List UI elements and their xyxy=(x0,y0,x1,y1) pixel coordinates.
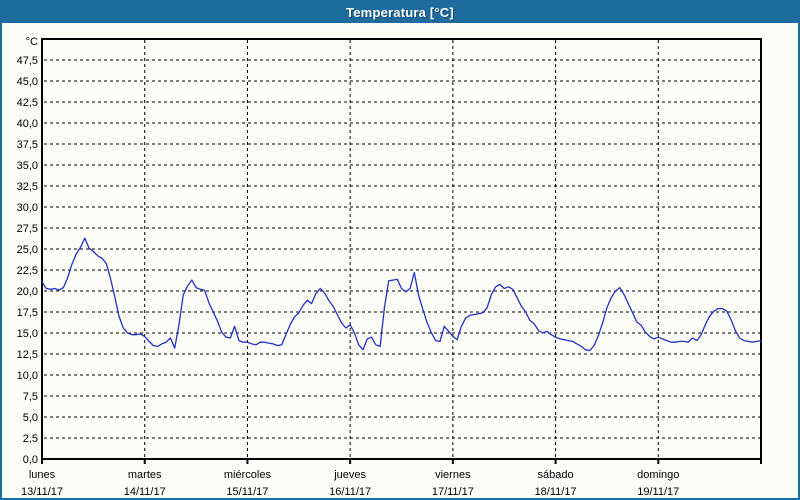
day-date-label: 13/11/17 xyxy=(21,486,63,498)
svg-text:15,0: 15,0 xyxy=(17,328,38,340)
gridlines xyxy=(44,40,760,458)
window-title-bar: Temperatura [°C] xyxy=(2,2,798,23)
plot-frame xyxy=(41,38,762,460)
svg-text:35,0: 35,0 xyxy=(17,160,38,172)
day-date-label: 16/11/17 xyxy=(329,486,371,498)
svg-text:17,5: 17,5 xyxy=(17,307,38,319)
day-name-label: lunes xyxy=(29,469,56,481)
svg-text:12,5: 12,5 xyxy=(17,349,38,361)
chart-area: 0,0 2,5 5,0 7,5 10,0 12,5 15,0 17,5 20,0 22,5 25,0… xyxy=(2,23,798,498)
svg-text:30,0: 30,0 xyxy=(17,202,38,214)
day-date-label: 19/11/17 xyxy=(637,486,679,498)
day-date-label: 17/11/17 xyxy=(432,486,474,498)
svg-text:7,5: 7,5 xyxy=(23,391,38,403)
day-name-label: miércoles xyxy=(224,469,272,481)
svg-text:10,0: 10,0 xyxy=(17,370,38,382)
x-axis-labels: lunes 13/11/17 martes 14/11/17 miércoles 15/1… xyxy=(21,469,679,498)
svg-text:22,5: 22,5 xyxy=(17,265,38,277)
day-name-label: viernes xyxy=(435,469,471,481)
svg-text:40,0: 40,0 xyxy=(17,118,38,130)
day-name-label: sábado xyxy=(538,469,574,481)
svg-text:45,0: 45,0 xyxy=(17,76,38,88)
svg-text:0,0: 0,0 xyxy=(23,454,38,466)
day-name-label: jueves xyxy=(333,469,366,481)
svg-text:5,0: 5,0 xyxy=(23,412,38,424)
x-axis-ticks xyxy=(41,459,762,464)
svg-text:25,0: 25,0 xyxy=(17,244,38,256)
day-date-label: 18/11/17 xyxy=(535,486,577,498)
day-date-label: 14/11/17 xyxy=(124,486,166,498)
svg-text:37,5: 37,5 xyxy=(17,139,38,151)
temperature-chart: 0,0 2,5 5,0 7,5 10,0 12,5 15,0 17,5 20,0 22,5 25,0… xyxy=(17,36,762,498)
day-name-label: martes xyxy=(128,469,162,481)
y-axis-labels: 0,0 2,5 5,0 7,5 10,0 12,5 15,0 17,5 20,0 22,5 25,0… xyxy=(17,36,38,466)
svg-text:27,5: 27,5 xyxy=(17,223,38,235)
y-axis-unit-label: °C xyxy=(26,36,38,48)
day-name-label: domingo xyxy=(637,469,679,481)
svg-text:20,0: 20,0 xyxy=(17,286,38,298)
svg-text:42,5: 42,5 xyxy=(17,97,38,109)
temperature-line xyxy=(41,237,762,352)
svg-text:32,5: 32,5 xyxy=(17,181,38,193)
svg-text:47,5: 47,5 xyxy=(17,55,38,67)
day-date-label: 15/11/17 xyxy=(226,486,268,498)
svg-text:2,5: 2,5 xyxy=(23,433,38,445)
window-title: Temperatura [°C] xyxy=(346,5,454,20)
